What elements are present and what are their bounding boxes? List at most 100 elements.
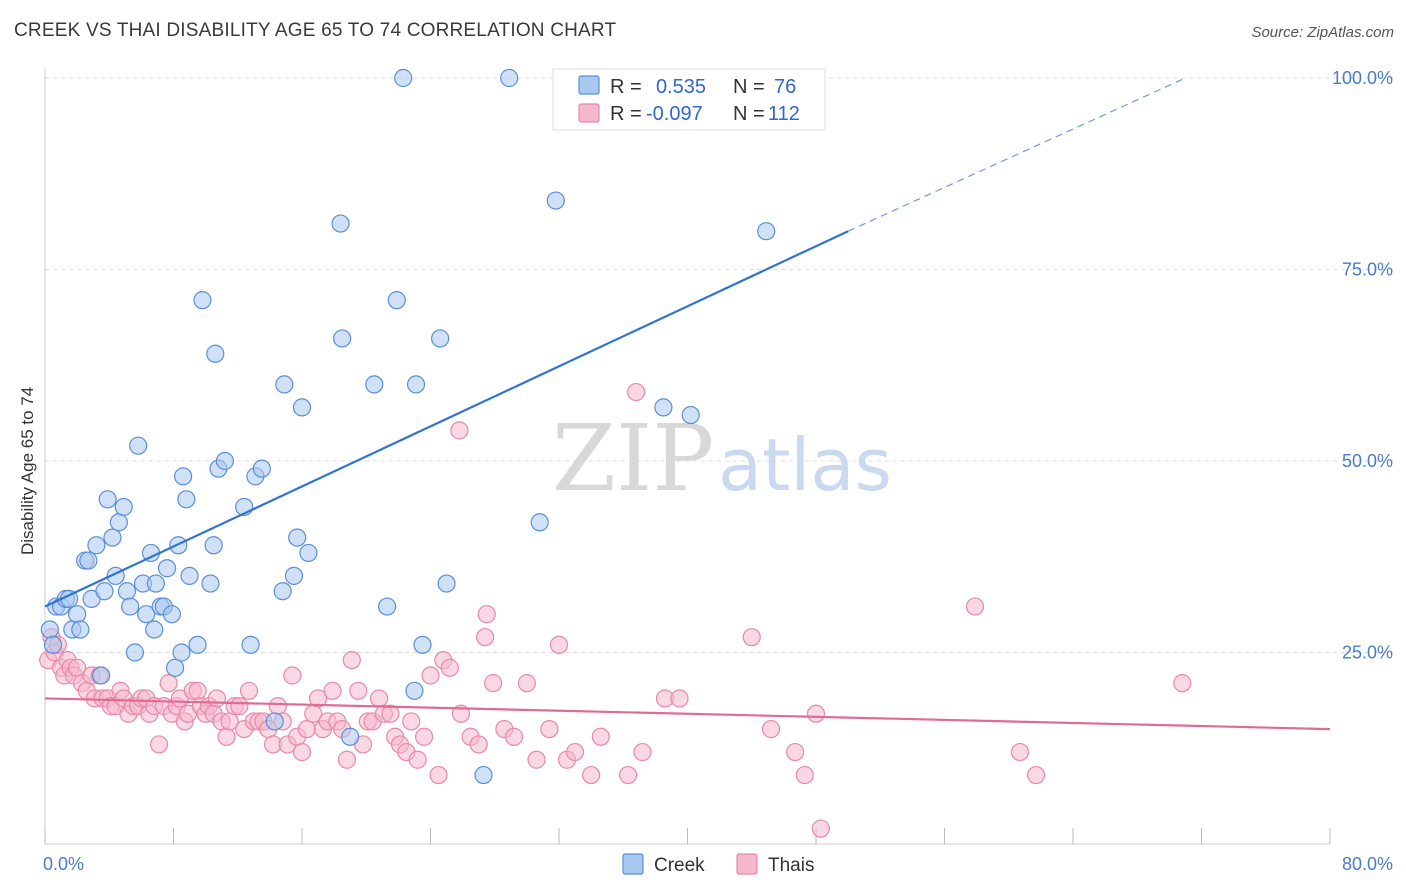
thai-point xyxy=(402,712,421,731)
grid-lines xyxy=(45,77,1394,653)
creek-point xyxy=(387,291,406,310)
creek-trend-line xyxy=(44,230,849,608)
thai-point xyxy=(806,704,826,723)
x-tick-label: 0.0% xyxy=(43,854,84,874)
creek-point xyxy=(180,566,199,586)
thai-point xyxy=(742,628,761,647)
thai-point xyxy=(618,765,638,785)
creek-point xyxy=(292,398,312,417)
thai-point xyxy=(811,819,830,838)
creek-point xyxy=(394,68,413,88)
creek-point xyxy=(109,513,128,532)
thai-point xyxy=(565,742,585,762)
thai-r-value: -0.097 xyxy=(646,103,703,125)
thai-n-value: 112 xyxy=(768,103,800,125)
thai-point xyxy=(1173,674,1192,693)
creek-point xyxy=(757,222,776,241)
thai-point xyxy=(429,765,448,785)
thai-point xyxy=(795,765,814,785)
thai-point xyxy=(591,727,610,746)
creek-point xyxy=(378,597,397,616)
x-tick-label: 80.0% xyxy=(1342,854,1393,874)
thai-point xyxy=(292,742,312,762)
creek-point xyxy=(71,620,90,639)
thai-point xyxy=(450,421,469,440)
creek-series-name: Creek xyxy=(654,855,705,876)
creek-series-swatch xyxy=(622,853,644,875)
thai-series-name: Thais xyxy=(768,855,814,876)
creek-point xyxy=(188,635,207,654)
thai-point xyxy=(217,727,236,746)
y-tick-labels: 25.0% 50.0% 75.0% 100.0% xyxy=(1332,68,1393,663)
y-tick-label: 75.0% xyxy=(1342,260,1393,280)
thai-point xyxy=(239,681,259,700)
creek-point xyxy=(162,605,181,624)
creek-point xyxy=(146,574,165,593)
thai-point xyxy=(469,735,488,754)
creek-point xyxy=(103,528,122,547)
thai-point xyxy=(517,674,536,693)
y-axis-label: Disability Age 65 to 74 xyxy=(18,387,37,555)
y-tick-label: 25.0% xyxy=(1342,643,1393,663)
creek-point xyxy=(204,536,223,555)
thai-point xyxy=(207,689,226,708)
creek-point xyxy=(137,605,156,624)
creek-point xyxy=(333,329,352,348)
creek-r-label: R = xyxy=(610,76,642,98)
creek-point xyxy=(177,490,196,509)
thai-point xyxy=(761,719,781,739)
creek-point xyxy=(145,620,164,639)
thai-legend-swatch xyxy=(578,103,600,123)
creek-point xyxy=(273,582,292,601)
thai-point xyxy=(159,674,178,693)
creek-legend-swatch xyxy=(578,75,600,95)
thai-r-label: R = xyxy=(610,103,642,125)
thai-point xyxy=(582,765,601,785)
watermark: ZIP atlas xyxy=(552,405,892,512)
series-legend: Creek Thais xyxy=(622,853,814,876)
thai-point xyxy=(476,628,495,647)
creek-point xyxy=(681,405,700,425)
thai-point xyxy=(323,681,342,700)
thai-point xyxy=(342,651,361,670)
thai-point xyxy=(370,689,389,708)
creek-point xyxy=(405,681,424,700)
creek-point xyxy=(114,497,133,517)
creek-n-label: N = xyxy=(733,76,765,98)
stats-legend: R = 0.535 N = 76 R = -0.097 N = 112 xyxy=(552,68,826,131)
thai-point xyxy=(477,605,496,624)
creek-point xyxy=(166,658,185,677)
thai-point xyxy=(527,750,546,769)
y-tick-label: 50.0% xyxy=(1342,451,1393,471)
thai-point xyxy=(188,681,207,700)
creek-point xyxy=(174,467,193,486)
thai-point xyxy=(421,666,440,685)
thai-point xyxy=(484,674,503,693)
thai-point xyxy=(349,681,368,700)
creek-point xyxy=(92,666,111,685)
creek-point xyxy=(201,574,220,593)
thai-point xyxy=(786,742,805,762)
thai-point xyxy=(268,697,288,716)
thai-point xyxy=(540,719,559,739)
creek-point xyxy=(365,375,384,394)
creek-point xyxy=(125,643,145,662)
thai-point xyxy=(381,704,400,723)
creek-point xyxy=(68,605,87,624)
thai-point xyxy=(1026,765,1046,785)
creek-point xyxy=(193,291,212,310)
creek-point xyxy=(500,68,519,88)
creek-point xyxy=(654,398,673,417)
thai-point xyxy=(626,382,646,402)
thai-point xyxy=(549,635,569,654)
thai-point xyxy=(504,727,524,746)
thai-point xyxy=(230,697,249,716)
trend-lines xyxy=(44,77,1331,731)
creek-point xyxy=(413,635,432,654)
thai-point xyxy=(1010,742,1030,762)
creek-point xyxy=(437,574,456,593)
thai-series-swatch xyxy=(736,853,758,875)
axes xyxy=(44,68,1331,845)
thai-point xyxy=(633,742,652,762)
